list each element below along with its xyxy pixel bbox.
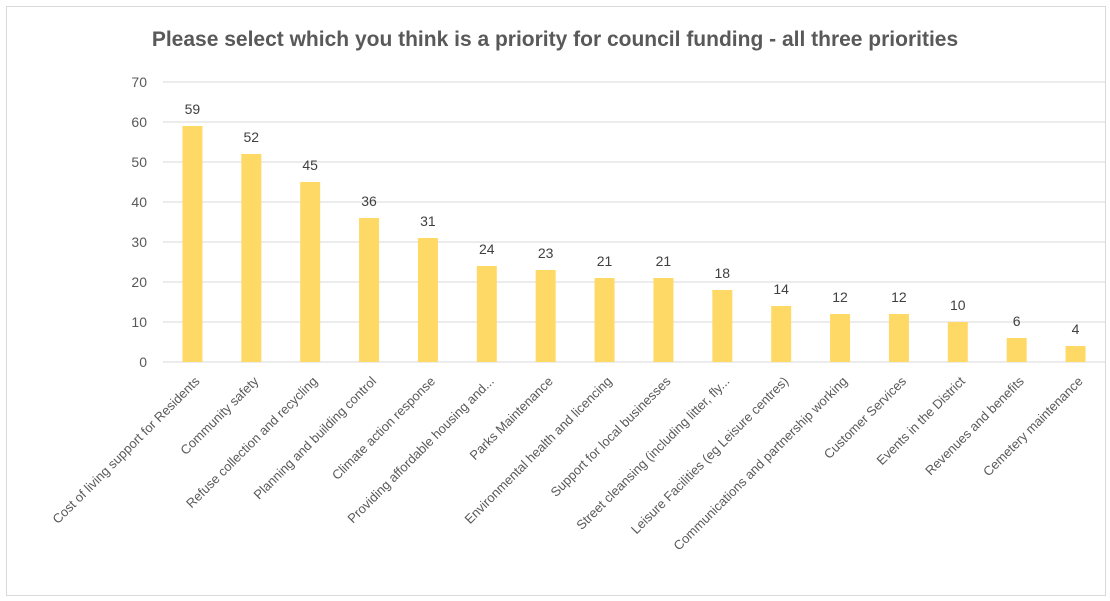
bar	[830, 314, 851, 362]
bar	[594, 278, 615, 362]
data-label: 23	[538, 245, 554, 261]
y-tick-label: 30	[131, 234, 147, 250]
data-label: 10	[950, 297, 966, 313]
data-label: 12	[891, 289, 907, 305]
data-label: 36	[361, 193, 377, 209]
x-tick-label: Planning and building control	[251, 373, 380, 502]
bar	[1065, 346, 1086, 362]
bar	[1006, 338, 1027, 362]
bar	[712, 290, 733, 362]
chart-title: Please select which you think is a prior…	[151, 28, 959, 51]
bar	[888, 314, 909, 362]
data-label: 14	[773, 281, 789, 297]
data-label: 12	[832, 289, 848, 305]
data-label: 4	[1072, 321, 1080, 337]
bar	[476, 266, 497, 362]
y-tick-label: 50	[131, 154, 147, 170]
data-label: 45	[302, 157, 318, 173]
data-label: 52	[244, 129, 260, 145]
bar	[653, 278, 674, 362]
data-label: 31	[420, 213, 436, 229]
y-tick-label: 20	[131, 274, 147, 290]
data-label: 6	[1013, 313, 1021, 329]
bar	[771, 306, 792, 362]
bar	[182, 126, 203, 362]
y-tick-label: 60	[131, 114, 147, 130]
y-tick-label: 0	[139, 354, 147, 370]
bar	[300, 182, 321, 362]
data-label: 21	[597, 253, 613, 269]
bar	[535, 270, 556, 362]
data-label: 18	[715, 265, 731, 281]
bar	[359, 218, 380, 362]
x-tick-label: Support for local businesses	[547, 373, 673, 499]
x-tick-label: Cemetery maintenance	[980, 374, 1086, 480]
y-tick-label: 70	[131, 74, 147, 90]
data-label: 24	[479, 241, 495, 257]
y-tick-label: 40	[131, 194, 147, 210]
x-tick-label: Revenues and benefits	[922, 373, 1027, 478]
bar	[947, 322, 968, 362]
data-label: 59	[185, 101, 201, 117]
bar	[241, 154, 262, 362]
bar	[417, 238, 438, 362]
data-label: 21	[656, 253, 672, 269]
y-tick-label: 10	[131, 314, 147, 330]
x-tick-label: Climate action response	[329, 374, 438, 483]
